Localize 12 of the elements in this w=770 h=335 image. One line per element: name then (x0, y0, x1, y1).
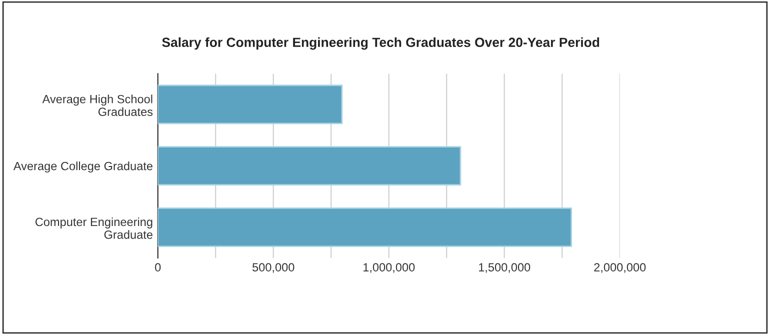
x-tick-label: 0 (155, 263, 161, 272)
x-tick-label: 1,500,000 (478, 263, 530, 273)
x-tick-label: 2,000,000 (594, 263, 646, 273)
bar (158, 146, 462, 186)
y-tick-label: Average College Graduate (13, 162, 152, 173)
y-tick-label: Computer Engineering Graduate (35, 217, 152, 239)
x-tick-label: 1,000,000 (363, 263, 415, 273)
y-tick-label: Average High School Graduates (42, 94, 153, 116)
bar (158, 84, 343, 124)
chart-title: Salary for Computer Engineering Tech Graduates Over 20-Year Period (162, 37, 600, 50)
bar (158, 208, 572, 247)
x-tick-label: 500,000 (252, 263, 294, 273)
